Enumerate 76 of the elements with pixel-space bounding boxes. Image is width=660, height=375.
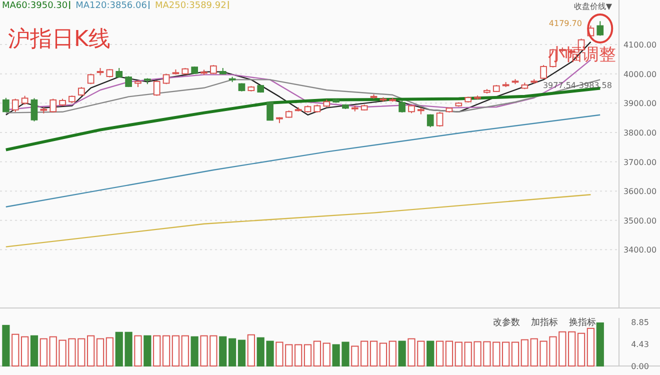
bar	[40, 338, 48, 366]
bar	[445, 340, 454, 366]
bar	[172, 335, 180, 366]
y-tick-label: 3600.00	[623, 187, 657, 196]
candlestick	[153, 80, 160, 96]
bar	[162, 335, 170, 366]
bar	[134, 335, 142, 366]
bar	[228, 338, 236, 366]
bar	[190, 336, 198, 366]
bar	[577, 332, 586, 366]
bar	[322, 342, 330, 366]
bar	[436, 340, 444, 366]
line-series	[4, 86, 602, 152]
bar	[294, 344, 302, 366]
bar	[351, 346, 359, 366]
bar	[238, 340, 246, 366]
bar	[586, 328, 595, 366]
bar	[568, 331, 576, 366]
candlestick	[30, 98, 38, 122]
text: 沪指日K线	[8, 27, 110, 52]
annotation: 换指标	[569, 317, 596, 328]
candlestick	[50, 98, 57, 114]
bar	[181, 335, 189, 366]
bar	[520, 339, 528, 366]
legend-label: MA250:3589.92	[154, 1, 226, 11]
y-tick-label: 3800.00	[623, 128, 657, 138]
bar	[360, 340, 368, 366]
bar	[87, 335, 95, 366]
candlestick	[540, 64, 547, 80]
y-tick-label: 3400.00	[623, 246, 657, 255]
bar	[426, 340, 434, 366]
candlestick	[398, 100, 406, 114]
annotation: 改参数	[493, 317, 520, 328]
bar	[124, 332, 132, 366]
candlestick	[436, 111, 444, 128]
annotation: 4179.70	[548, 19, 582, 28]
bar	[2, 324, 10, 366]
line-series	[5, 114, 601, 208]
bar	[511, 342, 520, 366]
bar	[96, 338, 104, 366]
annotation: 收盘价线▼	[574, 2, 613, 11]
candlestick	[12, 98, 19, 112]
legend-label: MA120:3856.06	[76, 1, 148, 11]
y-tick-label: 0.00	[631, 362, 649, 371]
y-tick-label: 4100.00	[623, 40, 657, 50]
candlestick	[266, 101, 274, 121]
y-tick-label: 4.43	[631, 340, 649, 350]
bar	[502, 342, 510, 366]
bar	[247, 334, 255, 366]
bar	[313, 340, 321, 366]
bar	[379, 342, 388, 366]
y-tick-label: 8.85	[631, 318, 649, 328]
bar	[21, 336, 29, 366]
annotation: 加指标	[531, 317, 558, 328]
bar	[12, 334, 20, 366]
bar	[454, 342, 462, 366]
bar	[30, 335, 38, 366]
line-series	[5, 194, 592, 248]
candlestick	[596, 20, 604, 36]
y-tick-label: 3900.00	[623, 99, 657, 108]
bar	[370, 340, 378, 366]
bar	[106, 337, 114, 366]
bar	[388, 340, 396, 366]
candlestick	[2, 97, 10, 112]
bar	[398, 340, 406, 366]
bar	[304, 344, 312, 366]
y-tick-label: 3500.00	[623, 216, 657, 226]
bar	[153, 335, 161, 366]
bar	[115, 332, 123, 366]
legend-label: MA60:3950.30	[2, 1, 68, 11]
bar	[144, 335, 152, 366]
y-tick-label: 4000.00	[623, 70, 657, 79]
candlestick	[426, 114, 434, 128]
y-tick-label: 3700.00	[623, 158, 657, 167]
bar	[219, 336, 227, 366]
bar	[596, 322, 604, 366]
